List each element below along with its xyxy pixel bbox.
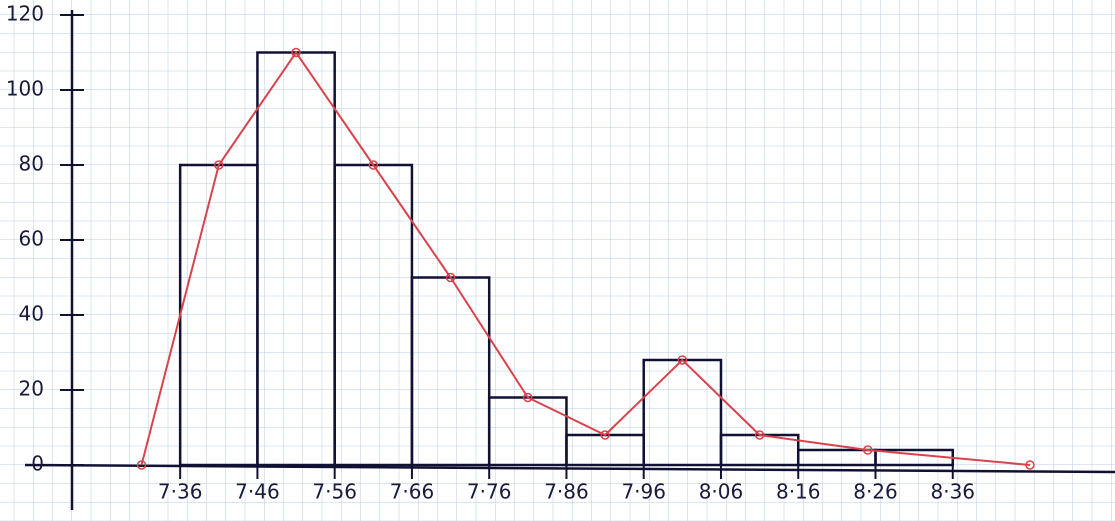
- x-tick-label: 7·96: [621, 480, 666, 504]
- y-tick-label: 0: [31, 452, 44, 476]
- x-tick-label: 8·06: [699, 480, 744, 504]
- x-tick-label: 8·16: [776, 480, 821, 504]
- y-tick-label: 20: [19, 377, 44, 401]
- y-tick-label: 100: [6, 77, 44, 101]
- x-tick-label: 8·26: [853, 480, 898, 504]
- y-tick-label: 120: [6, 2, 44, 26]
- y-tick-label: 40: [19, 302, 44, 326]
- x-tick-label: 7·46: [235, 480, 280, 504]
- y-tick-label: 80: [19, 152, 44, 176]
- y-tick-label: 60: [19, 227, 44, 251]
- x-tick-label: 7·86: [544, 480, 589, 504]
- x-tick-label: 8·36: [930, 480, 975, 504]
- chart: 0 20 40 60 80 100 120 7·36 7·46 7·56 7·66 7·76 7·86 7…: [0, 0, 1115, 521]
- x-tick-label: 7·56: [312, 480, 357, 504]
- x-tick-label: 7·66: [390, 480, 435, 504]
- graph-paper: [0, 0, 1115, 521]
- x-tick-label: 7·36: [158, 480, 203, 504]
- x-tick-label: 7·76: [467, 480, 512, 504]
